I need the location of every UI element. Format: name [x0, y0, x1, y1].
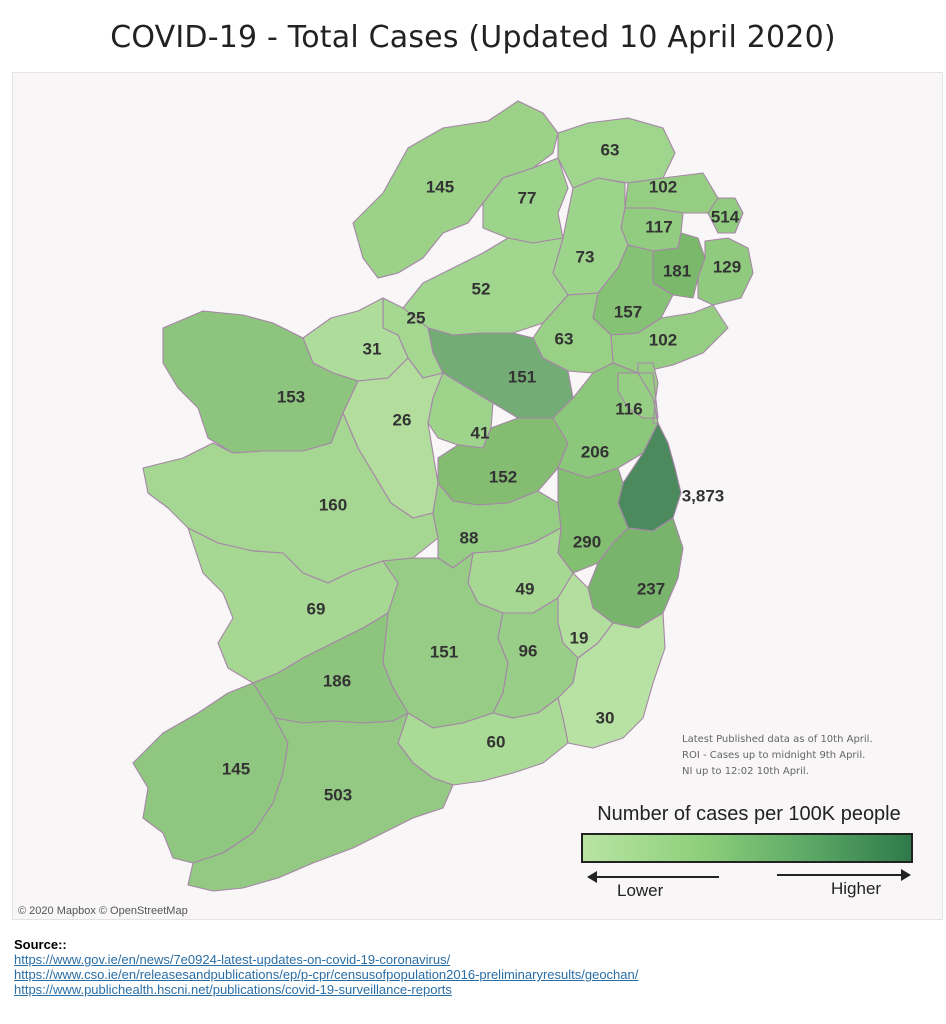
legend-lower-label: Lower: [617, 881, 664, 900]
region-value-label: 49: [516, 579, 535, 598]
region-value-label: 153: [277, 387, 305, 406]
region-ards-and-north-down[interactable]: [697, 237, 754, 306]
region-value-label: 52: [472, 279, 491, 298]
region-value-label: 102: [649, 330, 677, 349]
region-value-label: 31: [363, 339, 382, 358]
source-link-gov-ie[interactable]: https://www.gov.ie/en/news/7e0924-latest…: [14, 952, 451, 967]
region-value-label: 157: [614, 302, 642, 321]
region-value-label: 514: [711, 207, 740, 226]
region-value-label: 30: [596, 708, 615, 727]
source-section: Source:: https://www.gov.ie/en/news/7e09…: [14, 937, 638, 997]
region-value-label: 88: [460, 528, 479, 547]
region-value-label: 145: [426, 177, 454, 196]
region-value-label: 60: [487, 732, 506, 751]
region-value-label: 41: [471, 423, 490, 442]
data-note-line: NI up to 12:02 10th April.: [682, 766, 809, 777]
region-value-label: 151: [430, 642, 458, 661]
region-value-label: 206: [581, 442, 609, 461]
region-lisburn-and-castlereagh[interactable]: [707, 197, 744, 234]
legend-color-scale: [581, 833, 913, 863]
source-link-hscni[interactable]: https://www.publichealth.hscni.net/publi…: [14, 982, 452, 997]
ireland-choropleth-map[interactable]: 145 77 63 102 117 181 129 514 73 52 157 102 63 151 25 3…: [13, 73, 942, 919]
region-value-label: 160: [319, 495, 347, 514]
region-belfast[interactable]: [652, 232, 706, 299]
region-value-label: 503: [324, 785, 352, 804]
source-link-cso[interactable]: https://www.cso.ie/en/releasesandpublica…: [14, 967, 639, 982]
region-derry-and-strabane[interactable]: [482, 157, 569, 244]
region-value-label: 102: [649, 177, 677, 196]
data-note-line: Latest Published data as of 10th April.: [682, 734, 873, 745]
region-value-label: 63: [601, 140, 620, 159]
region-value-label: 19: [570, 628, 589, 647]
right-arrow-icon: [901, 869, 911, 881]
region-value-label: 186: [323, 671, 351, 690]
region-value-label: 3,873: [682, 486, 725, 505]
map-panel[interactable]: 145 77 63 102 117 181 129 514 73 52 157 102 63 151 25 3…: [12, 72, 943, 920]
legend-title: Number of cases per 100K people: [597, 803, 901, 825]
region-value-label: 117: [645, 217, 672, 236]
source-heading: Source::: [14, 937, 67, 952]
region-value-label: 290: [573, 532, 601, 551]
region-cork[interactable]: [187, 712, 454, 892]
region-value-label: 181: [663, 261, 691, 280]
region-value-label: 73: [576, 247, 595, 266]
region-louth[interactable]: [612, 362, 659, 424]
region-value-label: 145: [222, 759, 250, 778]
region-value-label: 77: [518, 188, 537, 207]
map-title: COVID-19 - Total Cases (Updated 10 April…: [110, 20, 836, 55]
data-note-line: ROI - Cases up to midnight 9th April.: [682, 750, 865, 761]
region-value-label: 96: [519, 641, 538, 660]
region-value-label: 116: [615, 399, 642, 418]
higher-arrow-line: [777, 874, 902, 876]
lower-arrow-line: [595, 876, 719, 878]
region-value-label: 26: [393, 410, 412, 429]
map-attribution[interactable]: © 2020 Mapbox © OpenStreetMap: [18, 905, 188, 917]
region-value-label: 152: [489, 467, 517, 486]
region-value-label: 129: [713, 257, 741, 276]
left-arrow-icon: [587, 871, 597, 883]
region-value-label: 25: [407, 308, 426, 327]
region-value-label: 69: [307, 599, 326, 618]
region-value-label: 63: [555, 329, 574, 348]
region-value-label: 237: [637, 579, 665, 598]
region-value-label: 151: [508, 367, 536, 386]
legend-higher-label: Higher: [831, 879, 882, 898]
